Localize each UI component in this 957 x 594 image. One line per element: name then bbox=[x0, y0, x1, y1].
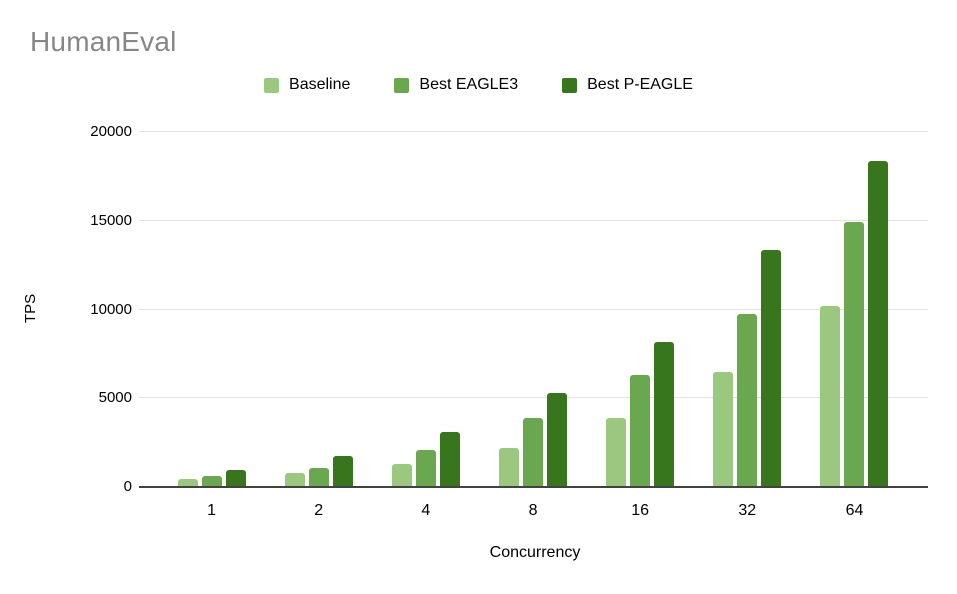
gridline-20000 bbox=[139, 131, 928, 132]
bar-best-eagle3-c16 bbox=[630, 375, 651, 486]
legend-item-best-eagle3: Best EAGLE3 bbox=[394, 76, 518, 94]
bar-best-eagle3-c64 bbox=[844, 222, 865, 486]
legend-swatch-icon bbox=[562, 77, 578, 93]
bar-best-p-eagle-c64 bbox=[868, 160, 889, 486]
gridline-15000 bbox=[139, 219, 928, 221]
gridline-10000 bbox=[139, 308, 928, 310]
bar-best-eagle3-c8 bbox=[523, 418, 544, 486]
legend-swatch-icon bbox=[394, 77, 410, 93]
chart-legend: Baseline Best EAGLE3 Best P-EAGLE bbox=[0, 76, 957, 94]
bar-baseline-c2 bbox=[284, 473, 305, 486]
bar-best-p-eagle-c1 bbox=[225, 470, 246, 486]
legend-label: Best P-EAGLE bbox=[587, 76, 693, 93]
legend-item-best-p-eagle: Best P-EAGLE bbox=[562, 76, 693, 94]
bar-best-eagle3-c2 bbox=[308, 468, 329, 486]
y-tick-label: 15000 bbox=[90, 211, 132, 229]
bar-baseline-c4 bbox=[391, 463, 412, 486]
y-tick-label: 20000 bbox=[90, 123, 132, 140]
y-tick-label: 10000 bbox=[90, 300, 132, 318]
bar-best-p-eagle-c16 bbox=[654, 342, 675, 486]
gridline-5000 bbox=[139, 397, 928, 399]
y-axis-title: TPS bbox=[22, 293, 40, 324]
bar-best-eagle3-c1 bbox=[201, 476, 222, 486]
x-tick-label: 16 bbox=[631, 502, 650, 519]
legend-item-baseline: Baseline bbox=[264, 76, 350, 94]
chart-title: HumanEval bbox=[30, 26, 177, 57]
bar-baseline-c1 bbox=[177, 478, 198, 486]
bar-best-p-eagle-c2 bbox=[332, 456, 353, 486]
bar-best-p-eagle-c8 bbox=[547, 393, 568, 486]
y-tick-label: 5000 bbox=[98, 389, 132, 407]
legend-swatch-icon bbox=[264, 77, 280, 93]
bar-best-p-eagle-c4 bbox=[439, 432, 460, 486]
legend-label: Best EAGLE3 bbox=[419, 76, 519, 93]
x-tick-label: 2 bbox=[314, 502, 324, 519]
x-tick-label: 8 bbox=[528, 502, 538, 519]
x-tick-label: 64 bbox=[845, 502, 864, 519]
bar-baseline-c8 bbox=[499, 447, 520, 486]
bar-best-eagle3-c4 bbox=[415, 449, 436, 486]
y-tick-label: 0 bbox=[123, 478, 132, 495]
x-tick-label: 4 bbox=[421, 502, 431, 519]
legend-label: Baseline bbox=[289, 76, 351, 93]
x-axis-line bbox=[139, 486, 928, 488]
x-tick-label: 32 bbox=[738, 502, 757, 519]
x-tick-label: 1 bbox=[207, 502, 217, 519]
bar-baseline-c64 bbox=[820, 306, 841, 486]
bar-baseline-c32 bbox=[713, 372, 734, 486]
x-axis-title: Concurrency bbox=[489, 544, 581, 561]
bar-baseline-c16 bbox=[606, 418, 627, 486]
bar-best-eagle3-c32 bbox=[737, 314, 758, 486]
bar-best-p-eagle-c32 bbox=[761, 250, 782, 486]
